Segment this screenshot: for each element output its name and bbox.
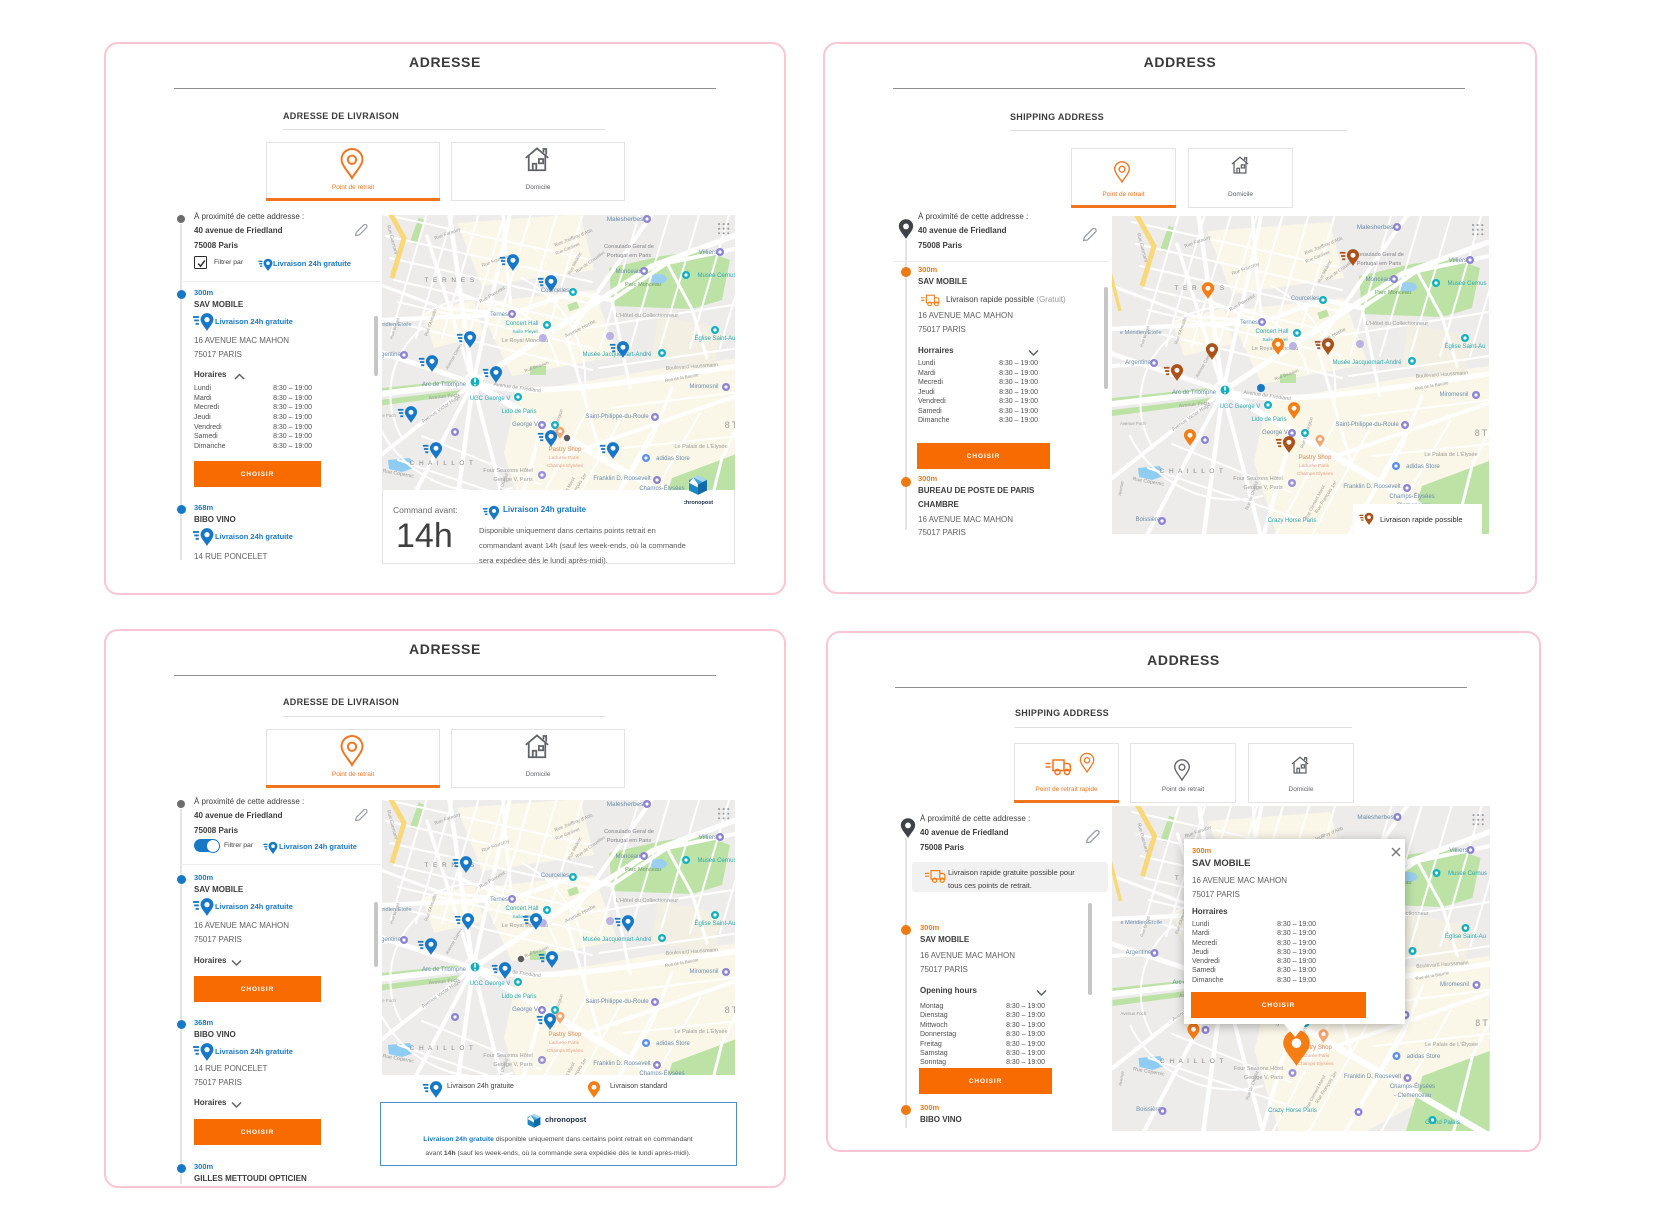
svg-text:chronopost: chronopost <box>684 500 713 506</box>
svg-text:Livraison rapide possible: Livraison rapide possible <box>1380 515 1463 524</box>
